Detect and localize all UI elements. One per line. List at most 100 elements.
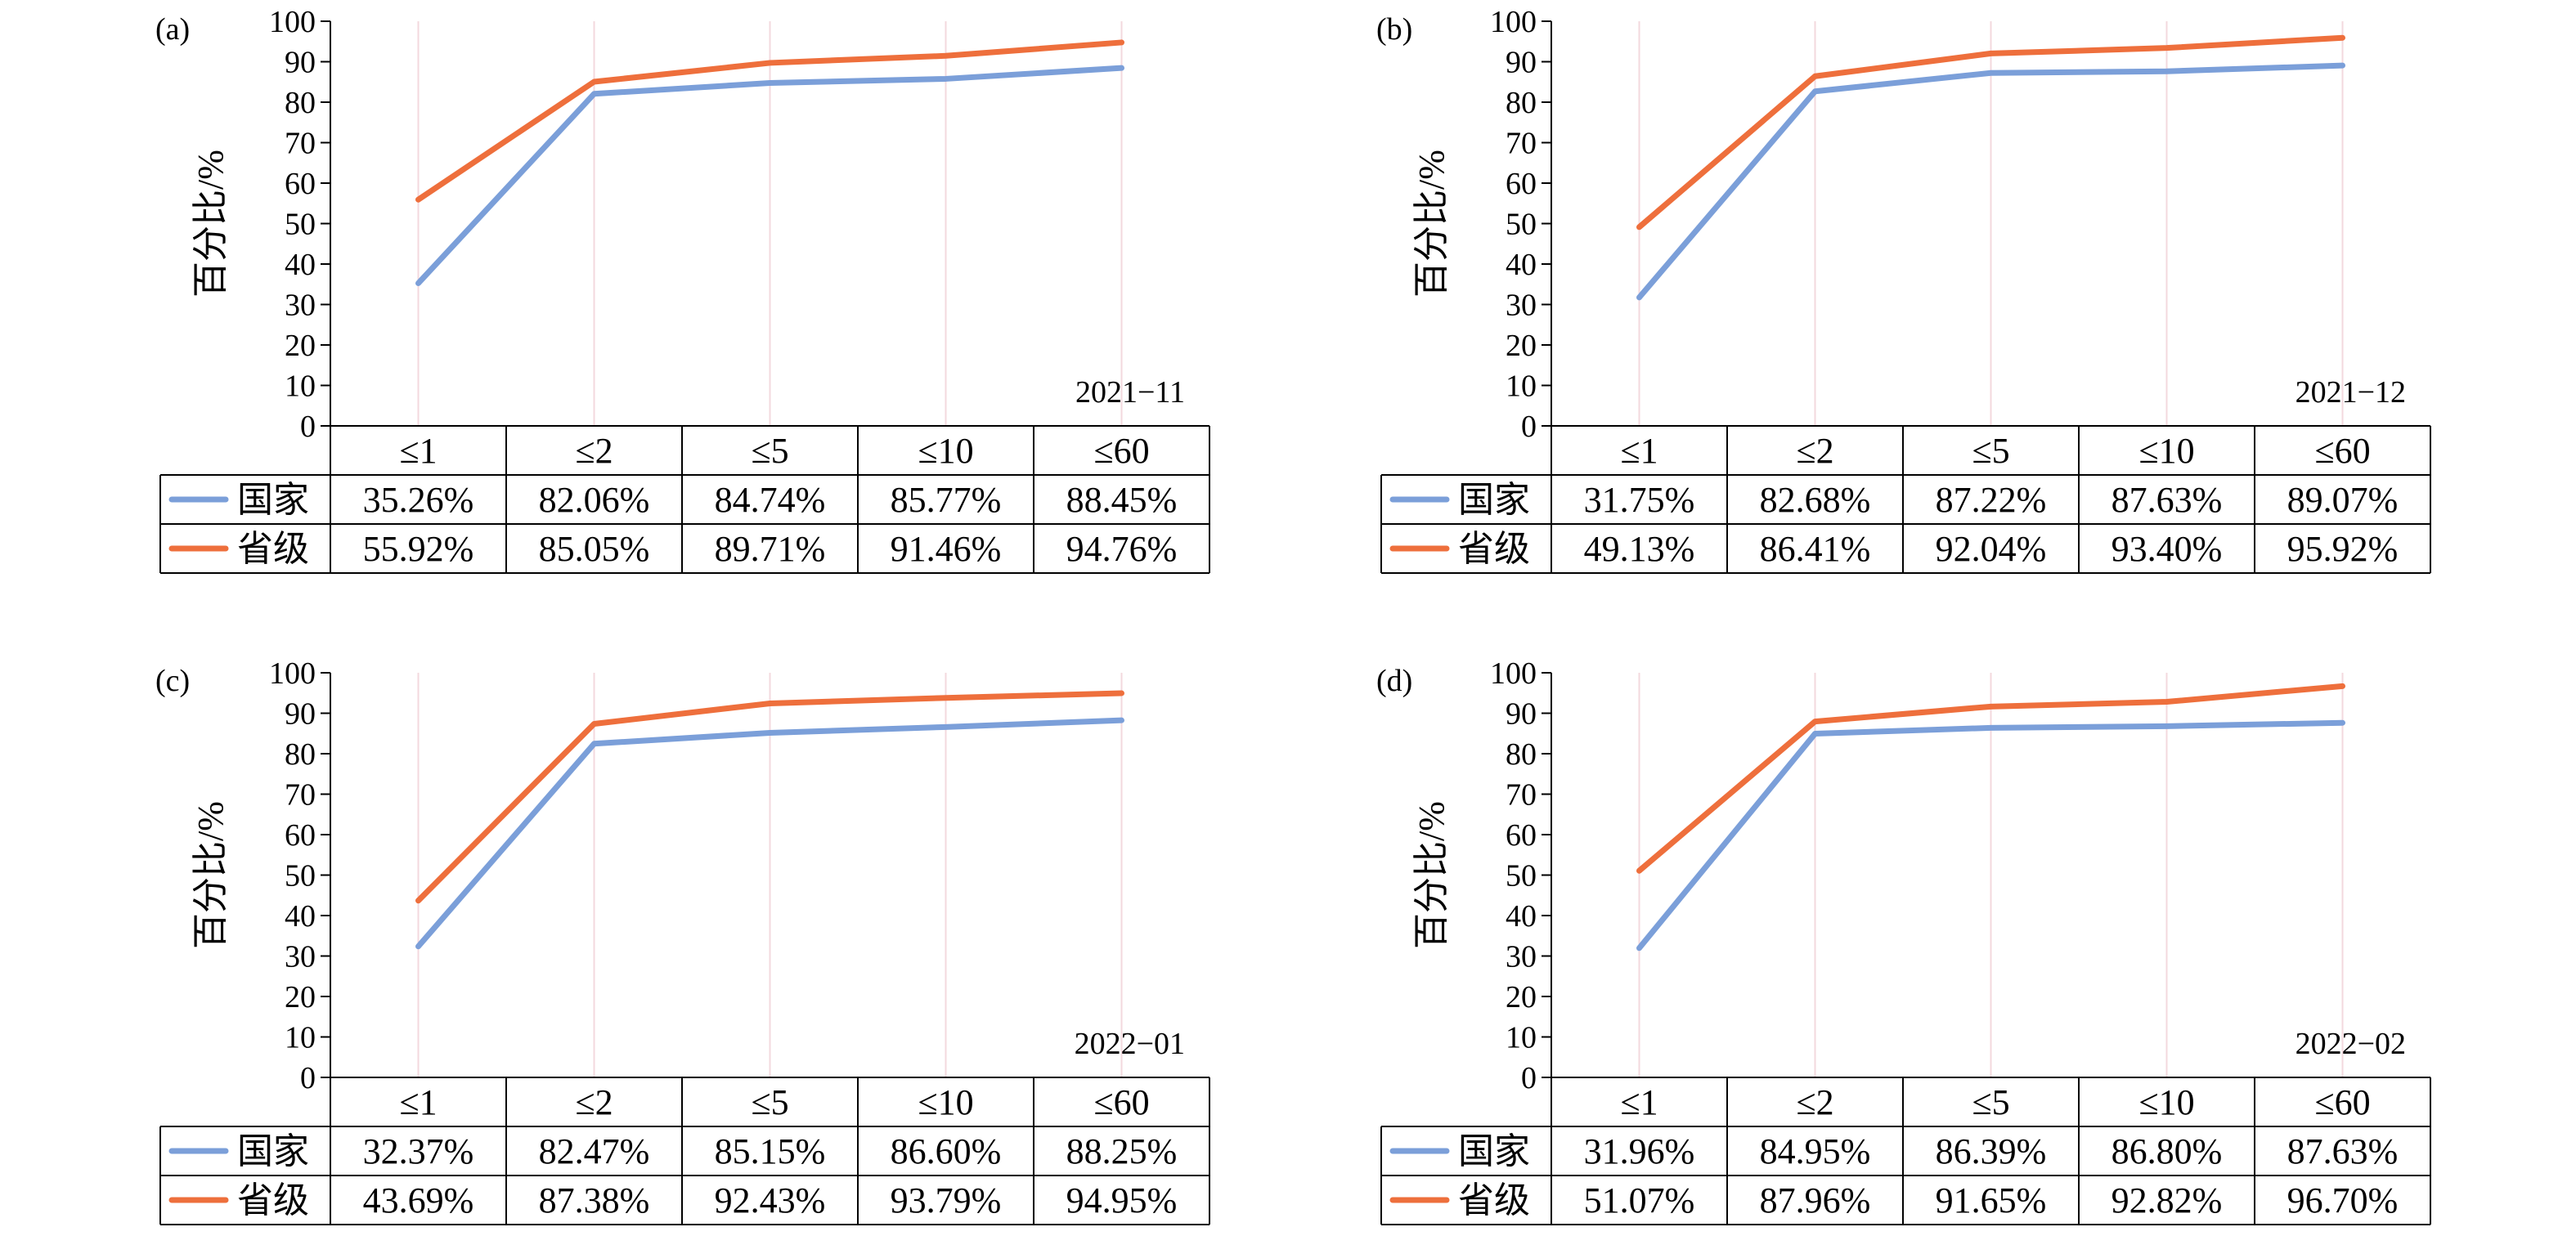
y-tick-label: 40	[285, 248, 316, 282]
data-label: 92.04%	[1936, 529, 2047, 569]
data-label: 32.37%	[363, 1131, 474, 1171]
x-category-label: ≤60	[2314, 1082, 2370, 1122]
data-label: 86.80%	[2112, 1131, 2223, 1171]
y-axis-label: 百分比/%	[191, 150, 231, 298]
data-label: 43.69%	[363, 1180, 474, 1220]
data-label: 82.47%	[539, 1131, 650, 1171]
data-point	[417, 945, 420, 947]
y-tick-label: 40	[285, 899, 316, 934]
data-label: 87.63%	[2287, 1131, 2399, 1171]
y-tick-label: 50	[285, 208, 316, 242]
data-point	[1120, 41, 1123, 43]
y-tick-label: 90	[285, 697, 316, 732]
data-point	[1814, 75, 1816, 78]
data-point	[1990, 52, 1992, 55]
x-category-label: ≤2	[575, 1082, 613, 1122]
data-point	[769, 702, 771, 705]
x-category-label: ≤10	[2138, 431, 2194, 471]
data-label: 92.82%	[2112, 1180, 2223, 1220]
y-tick-label: 70	[1506, 778, 1537, 813]
y-tick-label: 20	[285, 329, 316, 363]
panel-label: (a)	[155, 12, 190, 47]
legend-label: 国家	[1458, 1131, 1530, 1171]
period-label: 2022−02	[2296, 1027, 2406, 1061]
data-label: 94.95%	[1066, 1180, 1178, 1220]
data-point	[1120, 692, 1123, 694]
y-tick-label: 40	[1506, 248, 1537, 282]
data-label: 92.43%	[715, 1180, 826, 1220]
x-category-label: ≤60	[2314, 431, 2370, 471]
data-label: 84.95%	[1760, 1131, 1871, 1171]
data-point	[2341, 37, 2344, 39]
y-tick-label: 0	[1521, 410, 1537, 444]
legend-label: 国家	[237, 1131, 309, 1171]
data-point	[1120, 719, 1123, 722]
data-label: 31.96%	[1584, 1131, 1695, 1171]
y-tick-label: 0	[300, 1061, 316, 1095]
data-label: 94.76%	[1066, 529, 1178, 569]
data-point	[417, 199, 420, 201]
data-point	[1814, 732, 1816, 735]
y-tick-label: 80	[1506, 737, 1537, 772]
y-tick-label: 70	[1506, 127, 1537, 161]
data-point	[593, 742, 595, 745]
y-tick-label: 60	[1506, 167, 1537, 201]
y-tick-label: 90	[1506, 697, 1537, 732]
data-point	[2165, 47, 2168, 49]
data-table: ≤1 ≤2 ≤5 ≤10 ≤60 国家 35.26% 82.06% 84.74% 85.77% 88…	[159, 425, 1210, 574]
data-point	[1814, 90, 1816, 92]
data-table: ≤1 ≤2 ≤5 ≤10 ≤60 国家 32.37% 82.47% 85.15% 86.60% 88…	[159, 1077, 1210, 1225]
data-label: 89.07%	[2287, 480, 2399, 520]
period-label: 2022−01	[1075, 1027, 1185, 1061]
data-point	[945, 78, 947, 80]
data-point	[1638, 296, 1640, 298]
x-category-label: ≤1	[399, 431, 437, 471]
x-category-label: ≤5	[1972, 431, 2009, 471]
y-tick-label: 20	[1506, 980, 1537, 1014]
data-point	[2165, 725, 2168, 728]
data-point	[945, 696, 947, 699]
y-tick-label: 10	[1506, 1021, 1537, 1055]
y-tick-label: 80	[285, 737, 316, 772]
data-point	[1638, 947, 1640, 949]
data-label: 91.65%	[1936, 1180, 2047, 1220]
y-tick-label: 10	[1506, 369, 1537, 404]
data-label: 95.92%	[2287, 529, 2399, 569]
data-label: 84.74%	[715, 480, 826, 520]
data-label: 55.92%	[363, 529, 474, 569]
data-label: 82.68%	[1760, 480, 1871, 520]
data-label: 82.06%	[539, 480, 650, 520]
data-point	[1990, 727, 1992, 729]
period-label: 2021−11	[1075, 375, 1185, 410]
data-label: 35.26%	[363, 480, 474, 520]
data-label: 31.75%	[1584, 480, 1695, 520]
y-tick-label: 60	[285, 167, 316, 201]
y-tick-label: 100	[1490, 656, 1537, 691]
data-point	[1990, 705, 1992, 708]
y-tick-label: 80	[1506, 86, 1537, 120]
data-label: 87.22%	[1936, 480, 2047, 520]
data-label: 93.40%	[2112, 529, 2223, 569]
data-label: 96.70%	[2287, 1180, 2399, 1220]
legend-label: 省级	[237, 529, 309, 569]
data-point	[1638, 226, 1640, 228]
y-tick-label: 20	[1506, 329, 1537, 363]
legend-label: 省级	[237, 1180, 309, 1220]
panel-label: (d)	[1376, 664, 1412, 698]
data-label: 89.71%	[715, 529, 826, 569]
y-tick-label: 10	[285, 369, 316, 404]
x-category-label: ≤1	[1620, 1082, 1658, 1122]
data-point	[1120, 67, 1123, 69]
y-tick-label: 70	[285, 127, 316, 161]
data-point	[769, 82, 771, 84]
y-tick-label: 50	[285, 859, 316, 893]
x-category-label: ≤10	[918, 431, 973, 471]
y-tick-label: 30	[285, 289, 316, 323]
data-point	[769, 732, 771, 734]
data-label: 85.77%	[891, 480, 1002, 520]
data-label: 88.45%	[1066, 480, 1178, 520]
